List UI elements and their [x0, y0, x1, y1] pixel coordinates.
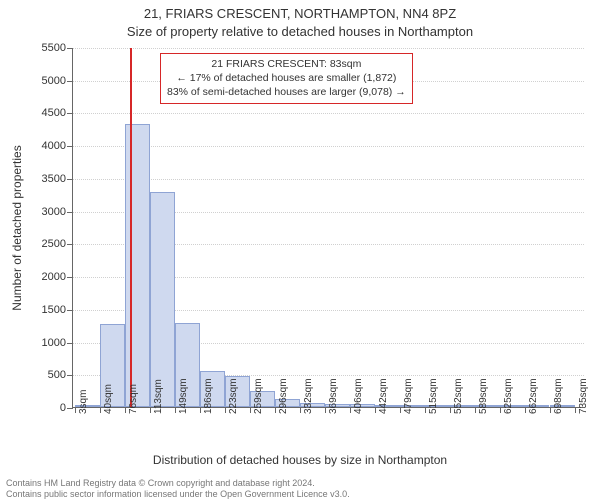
info-box-smaller: ← 17% of detached houses are smaller (1,… [167, 71, 406, 85]
x-tick-label: 296sqm [278, 378, 289, 414]
y-tick-label: 3000 [42, 206, 66, 218]
info-box-title: 21 FRIARS CRESCENT: 83sqm [167, 57, 406, 71]
y-tick-label: 1000 [42, 337, 66, 349]
chart-plot-area: 21 FRIARS CRESCENT: 83sqm← 17% of detach… [72, 48, 584, 408]
histogram-bar [125, 124, 150, 407]
x-axis-ticks: 3sqm40sqm76sqm113sqm149sqm186sqm223sqm25… [72, 408, 584, 452]
page-title-line2: Size of property relative to detached ho… [0, 24, 600, 39]
chart-canvas: 21 FRIARS CRESCENT: 83sqm← 17% of detach… [72, 48, 584, 408]
x-tick-label: 332sqm [303, 378, 314, 414]
x-axis-label: Distribution of detached houses by size … [0, 453, 600, 467]
y-axis-ticks: 0500100015002000250030003500400045005000… [0, 48, 70, 408]
x-tick-label: 662sqm [528, 378, 539, 414]
x-tick-label: 698sqm [553, 378, 564, 414]
x-tick-label: 369sqm [328, 378, 339, 414]
y-tick-label: 5500 [42, 42, 66, 54]
x-tick-label: 589sqm [478, 378, 489, 414]
x-tick-label: 735sqm [578, 378, 589, 414]
info-box-larger: 83% of semi-detached houses are larger (… [167, 85, 406, 99]
x-tick-label: 3sqm [78, 390, 89, 414]
x-tick-label: 552sqm [453, 378, 464, 414]
x-tick-label: 515sqm [428, 378, 439, 414]
y-tick-label: 2500 [42, 238, 66, 250]
x-tick-label: 625sqm [503, 378, 514, 414]
x-tick-label: 442sqm [378, 378, 389, 414]
x-tick-label: 479sqm [403, 378, 414, 414]
y-tick-label: 4500 [42, 107, 66, 119]
x-tick-label: 149sqm [178, 378, 189, 414]
footer-line2: Contains public sector information licen… [6, 489, 350, 500]
subject-info-box: 21 FRIARS CRESCENT: 83sqm← 17% of detach… [160, 53, 413, 104]
x-tick-label: 259sqm [253, 378, 264, 414]
x-tick-label: 40sqm [103, 384, 114, 414]
x-tick-label: 406sqm [353, 378, 364, 414]
histogram-bar [150, 192, 175, 407]
footer-line1: Contains HM Land Registry data © Crown c… [6, 478, 350, 489]
gridline [73, 113, 584, 114]
y-tick-label: 2000 [42, 271, 66, 283]
y-tick-label: 5000 [42, 75, 66, 87]
x-tick-label: 76sqm [128, 384, 139, 414]
page-title-line1: 21, FRIARS CRESCENT, NORTHAMPTON, NN4 8P… [0, 6, 600, 21]
y-tick-label: 1500 [42, 304, 66, 316]
x-tick-label: 223sqm [228, 378, 239, 414]
footer-attribution: Contains HM Land Registry data © Crown c… [6, 478, 350, 500]
y-tick-label: 500 [48, 369, 66, 381]
x-tick-label: 186sqm [203, 378, 214, 414]
subject-marker-line [130, 48, 132, 407]
gridline [73, 48, 584, 49]
y-tick-label: 4000 [42, 140, 66, 152]
y-tick-label: 3500 [42, 173, 66, 185]
y-tick-label: 0 [60, 402, 66, 414]
x-tick-label: 113sqm [153, 379, 164, 414]
